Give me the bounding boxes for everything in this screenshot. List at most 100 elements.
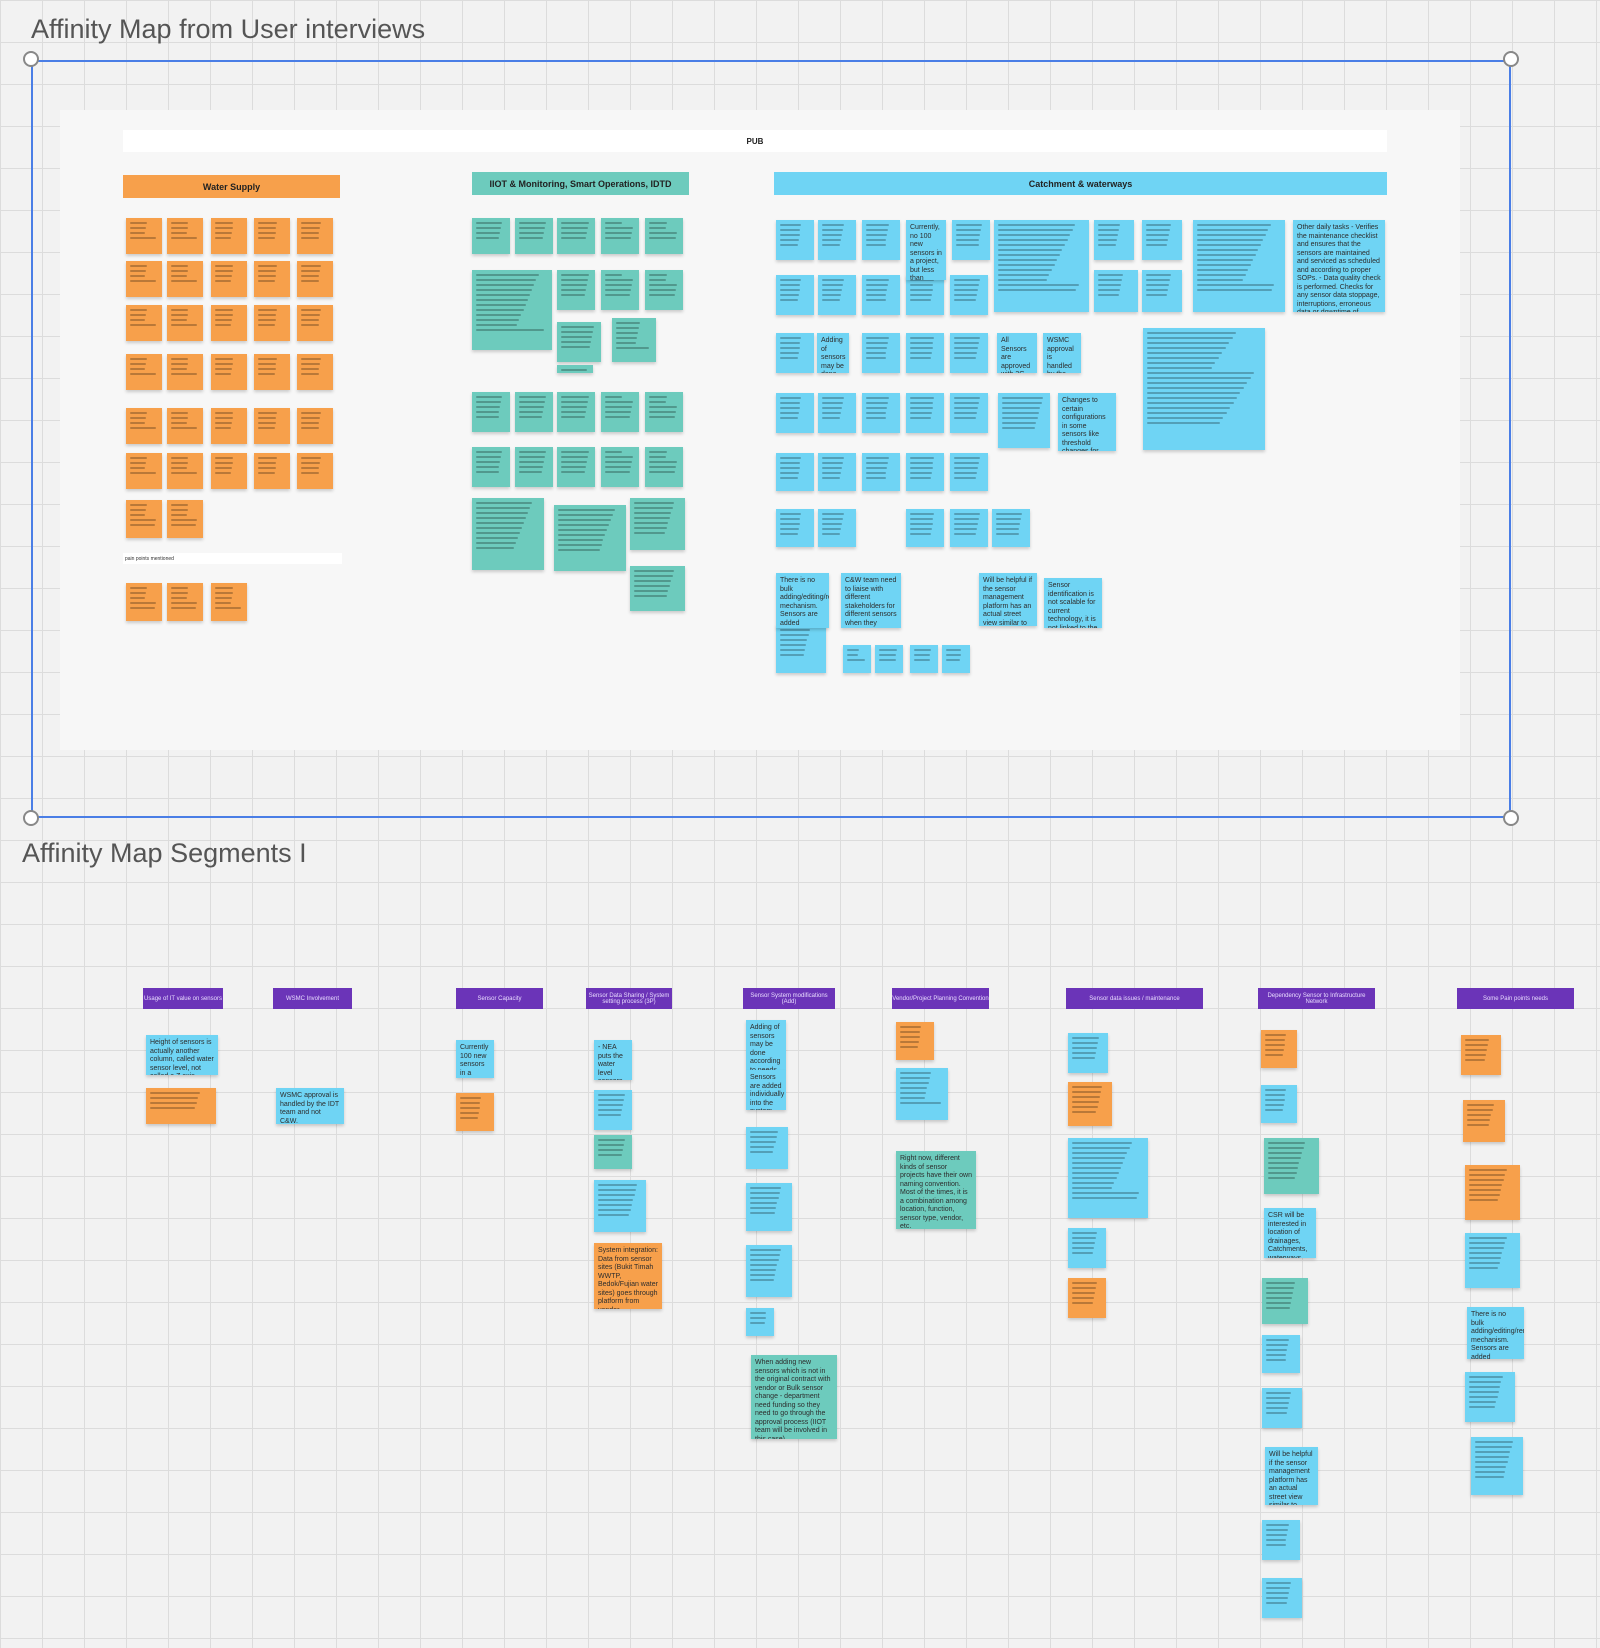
sticky-note[interactable] <box>1471 1437 1523 1495</box>
sticky-note[interactable]: Will be helpful if the sensor management… <box>1265 1447 1318 1505</box>
sticky-note[interactable] <box>612 318 656 362</box>
sticky-note[interactable] <box>746 1127 788 1169</box>
sticky-note[interactable] <box>297 261 333 297</box>
sticky-note[interactable] <box>601 218 639 254</box>
group-header-water-supply[interactable]: Water Supply <box>123 175 340 198</box>
sticky-note[interactable] <box>906 275 944 315</box>
sticky-note[interactable] <box>1262 1335 1300 1373</box>
sticky-note[interactable] <box>746 1245 792 1297</box>
sticky-note[interactable]: System integration: Data from sensor sit… <box>594 1243 662 1309</box>
sticky-note[interactable] <box>211 453 247 489</box>
sticky-note[interactable] <box>1142 220 1182 260</box>
sticky-note[interactable] <box>818 453 856 491</box>
sticky-note[interactable] <box>167 408 203 444</box>
sticky-note[interactable] <box>1262 1520 1300 1560</box>
sticky-note[interactable] <box>906 333 944 373</box>
sticky-note[interactable] <box>906 453 944 491</box>
sticky-note[interactable] <box>211 583 247 621</box>
sticky-note[interactable] <box>594 1090 632 1130</box>
pain-points-label[interactable]: pain points mentioned <box>123 553 342 564</box>
sticky-note[interactable] <box>776 275 814 315</box>
sticky-note[interactable] <box>126 354 162 390</box>
sticky-note[interactable]: C&W team need to liaise with different s… <box>841 573 901 628</box>
group-header-iiot[interactable]: IIOT & Monitoring, Smart Operations, IDT… <box>472 172 689 195</box>
sticky-note[interactable]: When adding new sensors which is not in … <box>751 1355 837 1439</box>
group-header-catchment[interactable]: Catchment & waterways <box>774 172 1387 195</box>
sticky-note[interactable] <box>472 218 510 254</box>
sticky-note[interactable] <box>1465 1165 1520 1220</box>
sticky-note[interactable] <box>1193 220 1285 312</box>
sticky-note[interactable] <box>167 305 203 341</box>
sticky-note[interactable] <box>557 365 593 373</box>
sticky-note[interactable] <box>254 453 290 489</box>
sticky-note[interactable] <box>1068 1228 1106 1268</box>
sticky-note[interactable] <box>211 305 247 341</box>
sticky-note[interactable] <box>746 1183 792 1231</box>
sticky-note[interactable]: CSR will be interested in location of dr… <box>1264 1208 1316 1258</box>
sticky-note[interactable] <box>1068 1082 1112 1126</box>
sticky-note[interactable] <box>950 393 988 433</box>
sticky-note[interactable] <box>472 447 510 487</box>
sticky-note[interactable] <box>1068 1138 1148 1218</box>
sticky-note[interactable]: Sensors are added individually into the … <box>746 1070 786 1110</box>
sticky-note[interactable] <box>862 393 900 433</box>
sticky-note[interactable] <box>167 500 203 538</box>
sticky-note[interactable] <box>818 509 856 547</box>
sticky-note[interactable]: Height of sensors is actually another co… <box>146 1035 218 1075</box>
sticky-note[interactable] <box>126 408 162 444</box>
sticky-note[interactable]: Right now, different kinds of sensor pro… <box>896 1151 976 1229</box>
sticky-note[interactable] <box>126 453 162 489</box>
sticky-note[interactable] <box>952 220 990 260</box>
sticky-note[interactable] <box>554 505 626 571</box>
segment-header[interactable]: Sensor Capacity <box>456 988 543 1009</box>
segment-header[interactable]: Some Pain points needs <box>1457 988 1574 1009</box>
sticky-note[interactable]: Currently, no 100 new sensors in a proje… <box>906 220 946 280</box>
sticky-note[interactable] <box>126 261 162 297</box>
sticky-note[interactable] <box>594 1135 632 1169</box>
frame-title-segments[interactable]: Affinity Map Segments I <box>22 838 307 868</box>
sticky-note[interactable] <box>776 333 814 373</box>
sticky-note[interactable] <box>297 305 333 341</box>
sticky-note[interactable] <box>1262 1578 1302 1618</box>
sticky-note[interactable]: There is no bulk adding/editing/removing… <box>776 573 829 628</box>
sticky-note[interactable] <box>601 392 639 432</box>
sticky-note[interactable] <box>896 1068 948 1120</box>
sticky-note[interactable] <box>557 218 595 254</box>
sticky-note[interactable] <box>254 218 290 254</box>
sticky-note[interactable]: All Sensors are approved with 3G connect… <box>997 333 1037 373</box>
sticky-note[interactable] <box>167 354 203 390</box>
sticky-note[interactable] <box>601 270 639 310</box>
sticky-note[interactable] <box>1264 1138 1319 1194</box>
sticky-note[interactable] <box>776 393 814 433</box>
sticky-note[interactable] <box>254 408 290 444</box>
sticky-note[interactable] <box>862 220 900 260</box>
segment-header[interactable]: Dependency Sensor to Infrastructure Netw… <box>1258 988 1375 1009</box>
sticky-note[interactable] <box>645 218 683 254</box>
sticky-note[interactable] <box>1461 1035 1501 1075</box>
segment-header[interactable]: Vendor/Project Planning Convention <box>892 988 989 1009</box>
sticky-note[interactable] <box>472 498 544 570</box>
sticky-note[interactable] <box>1068 1033 1108 1073</box>
sticky-note[interactable] <box>818 393 856 433</box>
sticky-note[interactable] <box>862 333 900 373</box>
sticky-note[interactable] <box>211 354 247 390</box>
sticky-note[interactable] <box>645 392 683 432</box>
sticky-note[interactable] <box>1262 1388 1302 1428</box>
sticky-note[interactable] <box>1262 1278 1308 1324</box>
sticky-note[interactable] <box>1465 1233 1520 1288</box>
sticky-note[interactable] <box>297 453 333 489</box>
sticky-note[interactable]: Will be helpful if the sensor management… <box>979 573 1037 626</box>
segment-header[interactable]: Sensor System modifications (Add) <box>743 988 835 1009</box>
sticky-note[interactable]: Other daily tasks - Verifies the mainten… <box>1293 220 1385 312</box>
sticky-note[interactable] <box>950 509 988 547</box>
sticky-note[interactable] <box>167 261 203 297</box>
sticky-note[interactable] <box>896 1022 934 1060</box>
sticky-note[interactable] <box>126 218 162 254</box>
segment-header[interactable]: Sensor Data Sharing / System setting pro… <box>586 988 672 1009</box>
sticky-note[interactable] <box>1261 1030 1297 1068</box>
sticky-note[interactable] <box>211 408 247 444</box>
sticky-note[interactable] <box>776 625 826 673</box>
sticky-note[interactable] <box>1142 270 1182 312</box>
sticky-note[interactable] <box>645 447 683 487</box>
sticky-note[interactable] <box>906 509 944 547</box>
